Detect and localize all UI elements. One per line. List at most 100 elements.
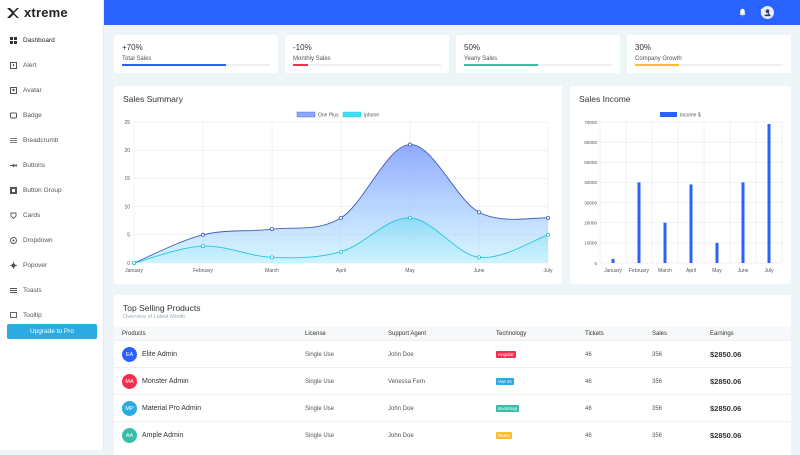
sidebar-item-label: Button Group [23, 187, 62, 194]
data-point[interactable] [338, 249, 343, 254]
sidebar-item-label: Tooltip [23, 312, 42, 319]
sidebar-item-avatar[interactable]: Avatar [0, 78, 103, 103]
earnings-cell: $2850.06 [710, 404, 742, 413]
sidebar-nav: Dashboard Alert Avatar Badge Breadcrumb Butto… [0, 28, 103, 328]
column-header[interactable]: Sales [652, 331, 668, 337]
stat-value: -10% [293, 43, 312, 52]
stat-progress-track [464, 64, 612, 66]
brand-logo[interactable]: xtreme [0, 0, 103, 25]
stat-card: 50% Yearly Sales [456, 35, 620, 73]
legend-swatch[interactable] [342, 111, 362, 118]
x-tick-label: April [336, 268, 346, 274]
data-point[interactable] [269, 227, 274, 232]
product-name: Elite Admin [142, 351, 178, 358]
sidebar-item-cards[interactable]: Cards [0, 203, 103, 228]
legend-swatch[interactable] [660, 112, 677, 117]
upgrade-button[interactable]: Upgrade to Pro [7, 324, 97, 339]
column-header[interactable]: Tickets [585, 331, 604, 337]
income-bar[interactable] [689, 184, 693, 263]
tickets-cell: 46 [585, 406, 592, 412]
y-tick-label: 50000 [584, 160, 597, 165]
license-cell: Single Use [305, 433, 335, 439]
y-tick-label: 30000 [584, 200, 597, 205]
data-point[interactable] [269, 255, 274, 260]
y-tick-label: 25 [124, 120, 130, 126]
data-point[interactable] [407, 142, 412, 147]
sidebar-item-breadcrumb[interactable]: Breadcrumb [0, 128, 103, 153]
table-header: Products License Support Agent Technology Ti… [114, 327, 791, 340]
income-bar[interactable] [637, 182, 641, 263]
dropdown-icon [10, 237, 17, 244]
data-point[interactable] [545, 232, 550, 237]
stat-progress-fill [122, 64, 226, 66]
earnings-cell: $2850.06 [710, 377, 742, 386]
y-tick-label: 10000 [584, 241, 597, 246]
table-row[interactable]: MA Monster Admin Single Use Venessa Fern Vue… [114, 367, 791, 394]
income-bar[interactable] [715, 242, 719, 263]
data-point[interactable] [476, 210, 481, 215]
column-header[interactable]: Technology [496, 331, 527, 337]
sidebar-item-label: Toasts [23, 287, 42, 294]
table-row[interactable]: MP Material Pro Admin Single Use John Doe Bo… [114, 394, 791, 421]
sales-cell: 356 [652, 352, 663, 358]
sales-income-title: Sales Income [579, 94, 631, 104]
y-tick-label: 20 [124, 148, 130, 154]
sidebar-item-label: Cards [23, 212, 41, 219]
breadcrumb-icon [10, 137, 17, 144]
license-cell: Single Use [305, 406, 335, 412]
data-point[interactable] [201, 232, 206, 237]
sidebar-item-dashboard[interactable]: Dashboard [0, 28, 103, 53]
brand-name: xtreme [24, 5, 68, 20]
sidebar: xtreme Dashboard Alert Avatar Badge Breadcru… [0, 0, 104, 450]
data-point[interactable] [476, 255, 481, 260]
stat-label: Monthly Sales [293, 56, 331, 62]
data-point[interactable] [201, 244, 206, 249]
income-bar[interactable] [767, 124, 771, 263]
sales-summary-chart: 0 5 10 15 20 25 January February March April May Ju… [124, 111, 553, 274]
data-point[interactable] [545, 215, 550, 220]
sidebar-item-label: Badge [23, 112, 42, 119]
income-bar[interactable] [663, 222, 667, 263]
data-point[interactable] [407, 215, 412, 220]
stat-label: Yearly Sales [464, 56, 498, 62]
cards-icon [10, 212, 17, 219]
sidebar-item-toasts[interactable]: Toasts [0, 278, 103, 303]
legend-swatch[interactable] [296, 111, 316, 118]
data-point[interactable] [131, 260, 136, 265]
income-bar[interactable] [741, 182, 745, 263]
agent-cell: John Doe [388, 433, 414, 439]
data-point[interactable] [338, 215, 343, 220]
product-avatar: MP [122, 401, 137, 416]
sidebar-item-badge[interactable]: Badge [0, 103, 103, 128]
sidebar-item-label: Buttons [23, 162, 46, 169]
sidebar-item-popover[interactable]: Popover [0, 253, 103, 278]
sidebar-item-buttons[interactable]: Buttons [0, 153, 103, 178]
user-avatar-icon[interactable] [761, 6, 774, 19]
income-bar[interactable] [611, 258, 615, 263]
column-header[interactable]: Products [122, 331, 146, 337]
sidebar-item-tooltip[interactable]: Tooltip [0, 303, 103, 328]
sidebar-item-label: Popover [23, 262, 48, 269]
column-header[interactable]: Earnings [710, 331, 734, 337]
y-tick-label: 40000 [584, 180, 597, 185]
buttons-icon [10, 162, 17, 169]
y-tick-label: 0 [127, 261, 130, 267]
tickets-cell: 46 [585, 379, 592, 385]
column-header[interactable]: License [305, 331, 326, 337]
popover-icon [10, 262, 17, 269]
tooltip-icon [10, 312, 17, 319]
stat-card: +70% Total Sales [114, 35, 278, 73]
tech-badge: Vue Js [496, 378, 514, 385]
table-row[interactable]: AA Ample Admin Single Use John Doe React 46 35… [114, 421, 791, 448]
column-header[interactable]: Support Agent [388, 331, 427, 337]
x-tick-label: March [265, 268, 279, 274]
table-row[interactable]: EA Elite Admin Single Use John Doe Angular 46… [114, 340, 791, 367]
bell-icon[interactable] [736, 6, 748, 18]
stat-card: -10% Monthly Sales [285, 35, 449, 73]
legend-label: Income $ [680, 113, 701, 119]
sidebar-item-button-group[interactable]: Button Group [0, 178, 103, 203]
tickets-cell: 46 [585, 352, 592, 358]
sidebar-item-dropdown[interactable]: Dropdown [0, 228, 103, 253]
grid-icon [10, 37, 17, 44]
sidebar-item-alert[interactable]: Alert [0, 53, 103, 78]
